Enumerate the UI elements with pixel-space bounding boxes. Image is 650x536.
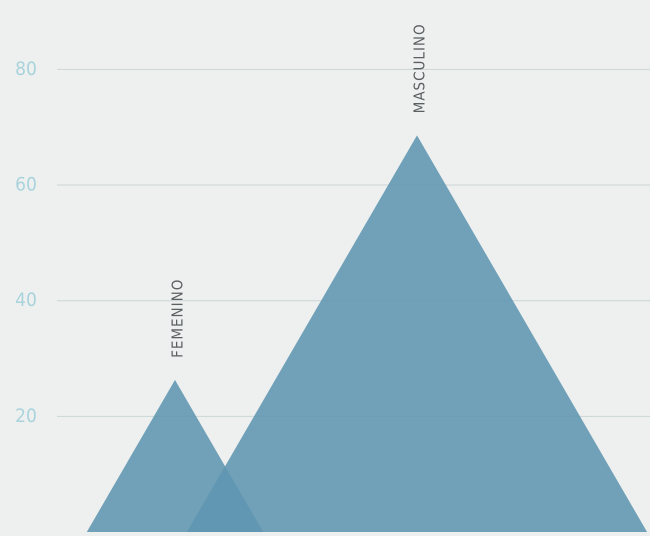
y-tick-label: 40 [15, 289, 37, 311]
category-label: MASCULINO [411, 23, 429, 113]
y-tick-label: 20 [15, 405, 37, 427]
y-tick-label: 60 [15, 174, 37, 196]
category-label: FEMENINO [169, 279, 187, 358]
y-tick-label: 80 [15, 58, 37, 80]
triangle [186, 135, 648, 532]
